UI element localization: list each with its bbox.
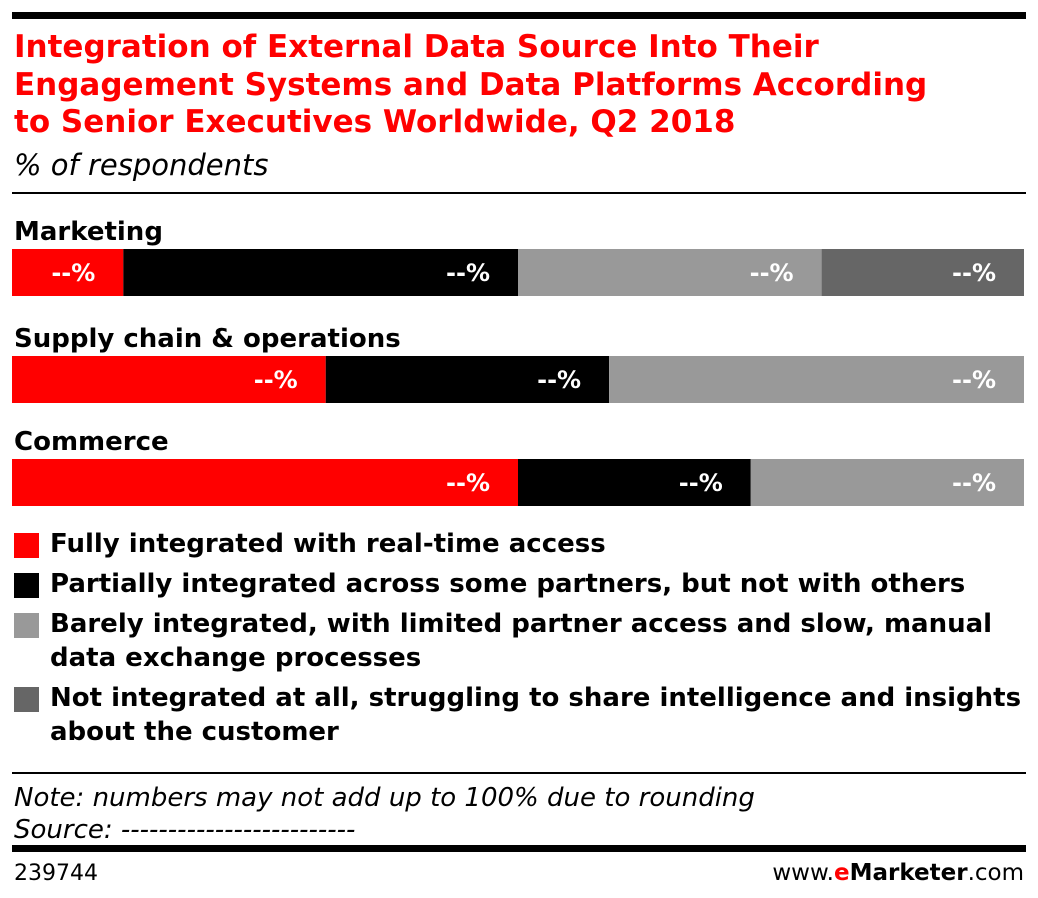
brand-part: Marketer [850,860,969,886]
chart-id: 239744 [14,861,98,886]
rule [12,772,1026,774]
bar-segment [12,459,518,506]
bar-segment [12,249,124,296]
value-label: --% [952,259,996,287]
value-label: --% [750,259,794,287]
legend-item: Partially integrated across some partner… [14,567,1024,601]
value-label: --% [537,366,581,394]
bar-segment [609,356,1024,403]
value-label: --% [51,259,95,287]
bar-segment [325,356,610,403]
legend: Fully integrated with real-time access Pa… [14,527,1024,755]
value-label: --% [952,469,996,497]
brand-part: .com [968,860,1024,886]
legend-label: Not integrated at all, struggling to sha… [50,683,1022,747]
legend-swatch [14,573,39,598]
legend-item: Barely integrated, with limited partner … [14,607,1024,675]
legend-swatch [14,687,39,712]
value-label: --% [679,469,723,497]
bar-segment [518,459,751,506]
brand-part: www. [772,860,834,886]
source: Source: ------------------------- [14,815,355,845]
legend-item: Fully integrated with real-time access [14,527,1024,561]
chart-title: to Senior Executives Worldwide, Q2 2018 [14,104,735,140]
value-label: --% [952,366,996,394]
legend-swatch [14,533,39,558]
chart-title: Engagement Systems and Data Platforms Ac… [14,67,927,103]
category-label: Supply chain & operations [14,324,401,354]
rule [12,192,1026,194]
value-label: --% [254,366,298,394]
top-rule [12,12,1026,19]
brand-part: e [834,860,850,886]
legend-item: Not integrated at all, struggling to sha… [14,681,1024,749]
subtitle: % of respondents [14,148,268,182]
bar-segment [821,249,1024,296]
brand: www.eMarketer.com [772,860,1024,886]
value-label: --% [446,469,490,497]
category-label: Commerce [14,427,169,457]
chart-title: Integration of External Data Source Into… [14,29,819,65]
bar-segment [518,249,822,296]
bar-segment [750,459,1024,506]
legend-swatch [14,613,39,638]
category-label: Marketing [14,217,163,247]
note: Note: numbers may not add up to 100% due… [14,783,755,813]
bar-segment [12,356,326,403]
bar-segment [123,249,518,296]
bottom-rule [12,845,1026,852]
legend-label: Barely integrated, with limited partner … [50,609,993,673]
value-label: --% [446,259,490,287]
legend-label: Fully integrated with real-time access [50,529,606,559]
legend-label: Partially integrated across some partner… [50,569,966,599]
